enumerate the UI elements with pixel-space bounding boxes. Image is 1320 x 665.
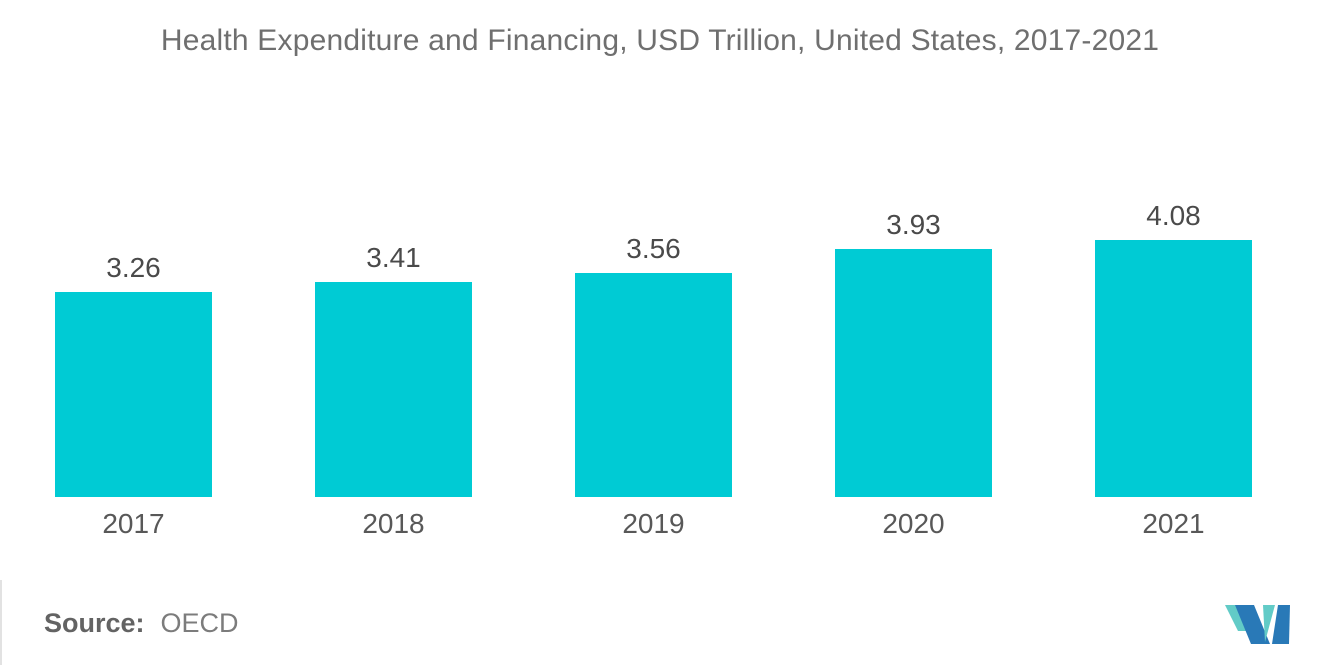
x-axis-tick-label: 2019: [622, 508, 685, 539]
logo-blue-main-shape: [1235, 605, 1270, 644]
bar-2017: [55, 292, 212, 497]
mordor-intelligence-logo: [1225, 605, 1290, 644]
bar-2019: [575, 273, 732, 497]
x-axis-tick-label: 2018: [362, 508, 425, 539]
source-label: Source:: [44, 608, 145, 638]
bar-2020: [835, 249, 992, 497]
logo-teal-mid-shape: [1263, 605, 1275, 642]
left-edge-divider: [0, 580, 2, 665]
x-axis-tick-label: 2021: [1142, 508, 1205, 539]
x-axis-tick-label: 2020: [882, 508, 945, 539]
source-row: Source: OECD: [44, 608, 239, 639]
source-value: OECD: [160, 608, 239, 638]
logo-blue-right-shape: [1272, 605, 1290, 644]
x-axis-tick-label: 2017: [102, 508, 165, 539]
bar-value-label: 4.08: [1146, 200, 1201, 231]
bar-value-label: 3.93: [886, 209, 941, 240]
bar-value-label: 3.41: [366, 242, 421, 273]
bar-value-label: 3.26: [106, 252, 161, 283]
bar-2021: [1095, 240, 1252, 497]
bar-2018: [315, 282, 472, 497]
chart-title: Health Expenditure and Financing, USD Tr…: [160, 24, 1160, 57]
bar-value-label: 3.56: [626, 233, 681, 264]
